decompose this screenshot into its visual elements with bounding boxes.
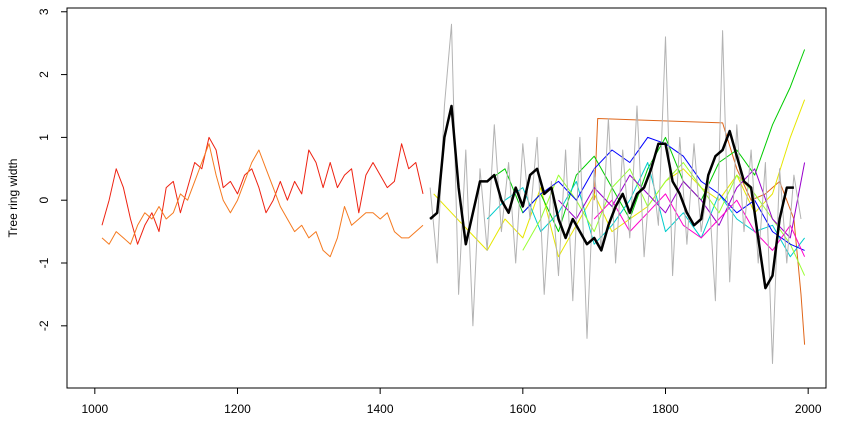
series-line bbox=[593, 118, 806, 345]
series-line bbox=[101, 143, 424, 258]
series-line bbox=[429, 104, 794, 290]
y-tick-label: 0 bbox=[37, 197, 51, 204]
series-line bbox=[101, 136, 424, 245]
plot-box bbox=[66, 7, 827, 389]
x-tick-label: 1000 bbox=[81, 402, 108, 416]
y-tick-label: 1 bbox=[37, 134, 51, 141]
x-tick-label: 1600 bbox=[509, 402, 536, 416]
y-tick-label: -2 bbox=[37, 320, 51, 331]
series-line bbox=[433, 99, 806, 258]
x-tick-label: 2000 bbox=[795, 402, 822, 416]
series-line bbox=[522, 162, 806, 276]
y-tick-label: 2 bbox=[37, 71, 51, 78]
x-tick-label: 1400 bbox=[367, 402, 394, 416]
y-axis-label: Tree ring width bbox=[6, 159, 20, 238]
x-tick-label: 1200 bbox=[224, 402, 251, 416]
y-tick-label: 3 bbox=[37, 8, 51, 15]
y-tick-label: -1 bbox=[37, 257, 51, 268]
x-tick-label: 1800 bbox=[652, 402, 679, 416]
